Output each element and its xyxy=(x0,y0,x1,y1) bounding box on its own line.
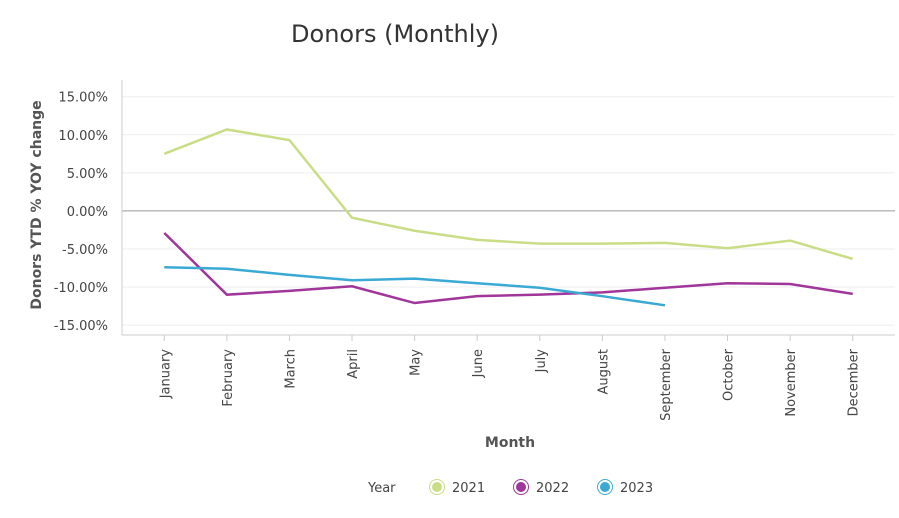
y-tick-label: 5.00% xyxy=(67,167,108,182)
x-tick-label: August xyxy=(596,349,611,395)
x-tick-label: March xyxy=(283,349,298,389)
x-tick-label: September xyxy=(659,348,674,421)
series-line xyxy=(164,266,666,307)
x-tick-label: April xyxy=(346,349,361,379)
y-tick-label: -15.00% xyxy=(54,319,108,334)
legend-swatch xyxy=(598,480,612,494)
y-tick-label: -5.00% xyxy=(62,243,108,258)
x-tick-label: December xyxy=(847,348,862,416)
x-tick-label: July xyxy=(534,349,549,374)
x-tick-label: October xyxy=(722,348,737,401)
x-tick-label: January xyxy=(158,349,173,400)
legend-swatch xyxy=(430,480,444,494)
legend-swatch xyxy=(514,480,528,494)
series-line xyxy=(163,232,853,305)
y-tick-label: 15.00% xyxy=(58,91,108,106)
x-tick-label: June xyxy=(471,349,486,378)
y-axis-title: Donors YTD % YOY change xyxy=(29,100,45,309)
legend-swatch-ring xyxy=(597,479,613,495)
y-tick-label: 10.00% xyxy=(58,129,108,144)
series-line xyxy=(163,128,854,261)
chart-title: Donors (Monthly) xyxy=(291,20,499,48)
x-tick-label: May xyxy=(409,349,424,376)
x-tick-label: February xyxy=(221,349,236,407)
y-tick-label: 0.00% xyxy=(67,205,108,220)
x-axis-title: Month xyxy=(485,435,535,451)
legend-title: Year xyxy=(367,481,396,496)
legend-label: 2021 xyxy=(452,481,485,496)
legend-label: 2022 xyxy=(536,481,569,496)
legend-label: 2023 xyxy=(620,481,653,496)
y-tick-label: -10.00% xyxy=(54,281,108,296)
legend-swatch-ring xyxy=(513,479,529,495)
x-tick-label: November xyxy=(784,348,799,416)
legend-swatch-ring xyxy=(429,479,445,495)
